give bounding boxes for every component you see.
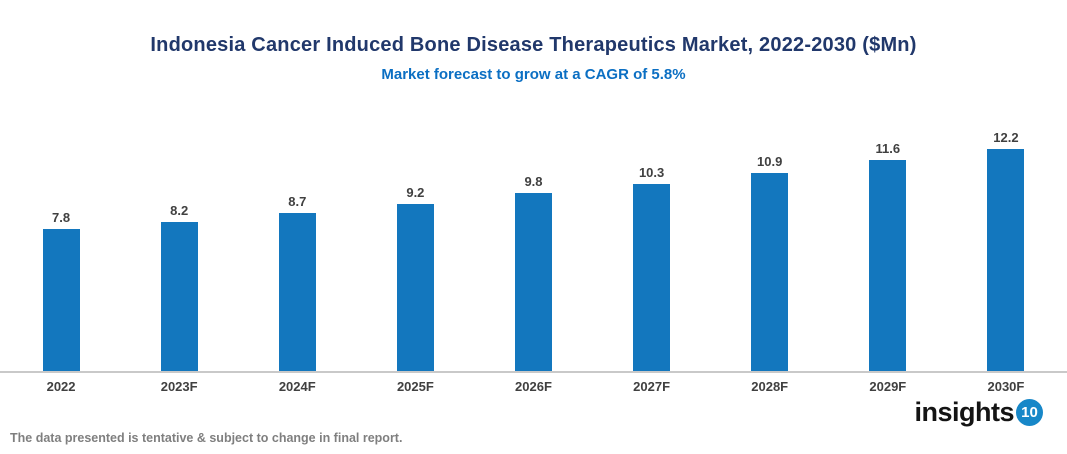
chart-subtitle: Market forecast to grow at a CAGR of 5.8… <box>381 66 686 83</box>
bar-column: 10.9 <box>711 154 829 371</box>
footer-disclaimer: The data presented is tentative & subjec… <box>10 431 403 445</box>
insights10-logo: insights 10 <box>914 397 1043 428</box>
x-axis-label: 2023F <box>160 379 198 394</box>
bar-column: 11.6 <box>829 141 947 371</box>
x-axis-label: 2025F <box>396 379 434 394</box>
bar <box>278 213 316 371</box>
bar <box>160 222 198 371</box>
bar-value-label: 7.8 <box>52 210 71 225</box>
bar-value-label: 8.2 <box>170 203 189 218</box>
bar-value-label: 8.7 <box>288 194 307 209</box>
bar <box>514 193 552 371</box>
x-axis-label: 2026F <box>515 379 552 394</box>
bar-column: 8.2 <box>120 203 238 371</box>
bar-chart: 7.8 8.2 8.7 9.2 9.8 10.3 10.9 11.6 12.2 2022 2023… <box>0 121 1067 394</box>
bar-column: 7.8 <box>2 210 120 371</box>
bar <box>42 229 80 371</box>
bar <box>751 173 789 371</box>
bar-column: 9.8 <box>474 174 592 371</box>
bar-value-label: 12.2 <box>993 130 1019 145</box>
logo-wordmark: insights <box>914 397 1014 427</box>
bar-column: 9.2 <box>356 185 474 371</box>
plot-area: 7.8 8.2 8.7 9.2 9.8 10.3 10.9 11.6 12.2 <box>0 121 1067 373</box>
logo-badge-icon: 10 <box>1016 399 1043 426</box>
bar-value-label: 9.8 <box>524 174 543 189</box>
bar <box>633 184 671 371</box>
bar <box>987 149 1025 371</box>
bar-value-label: 10.3 <box>638 165 665 180</box>
chart-title: Indonesia Cancer Induced Bone Disease Th… <box>150 34 917 56</box>
bar <box>396 204 434 371</box>
bar-value-label: 9.2 <box>406 185 425 200</box>
x-axis-label: 2022 <box>46 379 76 394</box>
chart-header: Indonesia Cancer Induced Bone Disease Th… <box>0 0 1067 83</box>
x-axis-label: 2027F <box>633 379 671 394</box>
bar <box>869 160 907 371</box>
bar-value-label: 10.9 <box>757 154 783 169</box>
bar-column: 12.2 <box>947 130 1065 371</box>
x-axis-label: 2024F <box>278 379 316 394</box>
bar-value-label: 11.6 <box>875 141 901 156</box>
bar-column: 8.7 <box>238 194 356 371</box>
x-axis-label: 2029F <box>869 379 907 394</box>
x-axis-labels: 2022 2023F 2024F 2025F 2026F 2027F 2028F 2029F 2… <box>0 379 1067 394</box>
bar-column: 10.3 <box>593 165 711 371</box>
x-axis-label: 2030F <box>987 379 1025 394</box>
x-axis-label: 2028F <box>751 379 789 394</box>
